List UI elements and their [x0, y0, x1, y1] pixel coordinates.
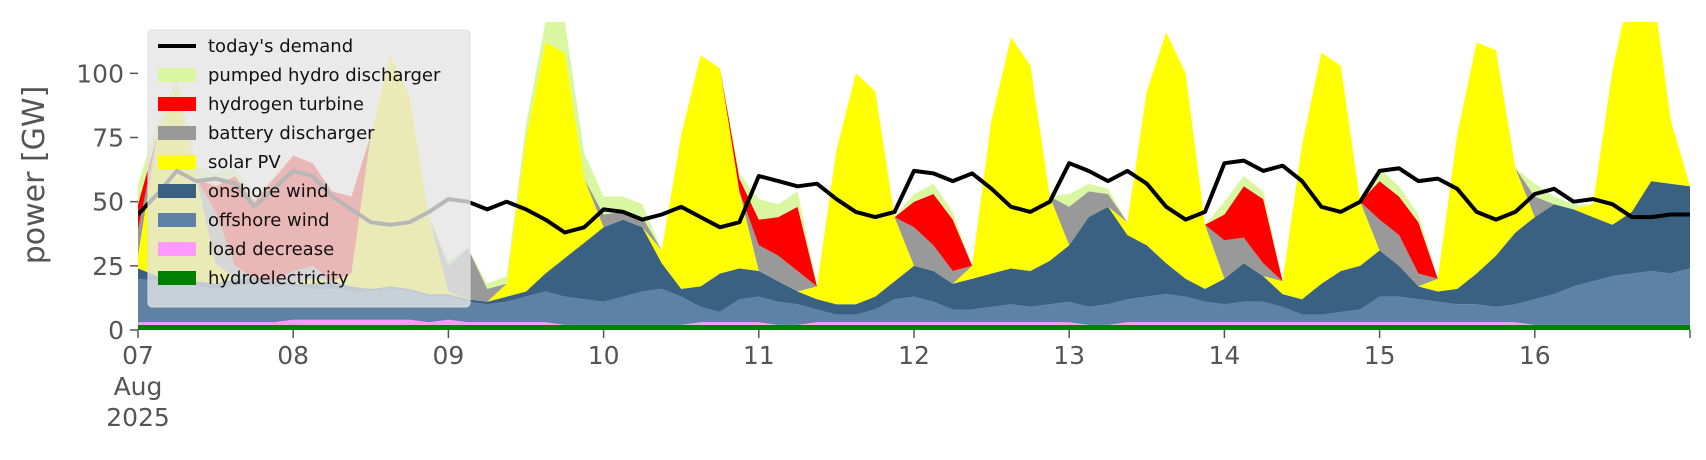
x-tick-label: 10: [588, 341, 620, 370]
legend-box: [147, 29, 471, 308]
y-tick-label: 75: [92, 124, 124, 153]
y-tick-label: 25: [92, 252, 124, 281]
x-tick-label: 13: [1053, 341, 1085, 370]
x-tick-sublabel: 2025: [106, 403, 170, 432]
legend-label-battery-discharger: battery discharger: [208, 123, 375, 144]
legend-swatch-battery-discharger: [158, 126, 196, 140]
area-onshore-wind: [138, 181, 1690, 315]
legend-label-hydroelectricity: hydroelectricity: [208, 268, 349, 289]
legend-swatch-solar-pv: [158, 155, 196, 169]
legend-label-today-s-demand: today's demand: [208, 36, 353, 57]
legend-label-onshore-wind: onshore wind: [208, 181, 329, 202]
area-solar-pv: [138, 22, 1690, 305]
legend-swatch-hydrogen-turbine: [158, 97, 196, 111]
legend-label-offshore-wind: offshore wind: [208, 210, 330, 231]
y-tick-label: 100: [76, 59, 124, 88]
area-hydroelectricity: [138, 324, 1690, 330]
legend-label-solar-pv: solar PV: [208, 152, 281, 173]
x-tick-label: 08: [277, 341, 309, 370]
x-tick-label: 14: [1208, 341, 1240, 370]
y-tick-label: 0: [108, 316, 124, 345]
legend-swatch-pumped-hydro-discharger: [158, 68, 196, 82]
x-tick-label: 12: [898, 341, 930, 370]
legend-label-hydrogen-turbine: hydrogen turbine: [208, 94, 364, 115]
legend-swatch-offshore-wind: [158, 213, 196, 227]
legend-label-pumped-hydro-discharger: pumped hydro discharger: [208, 65, 441, 86]
legend-swatch-hydroelectricity: [158, 271, 196, 285]
legend-swatch-onshore-wind: [158, 184, 196, 198]
y-tick-label: 50: [92, 188, 124, 217]
x-tick-label: 07: [122, 341, 154, 370]
legend-label-load-decrease: load decrease: [208, 239, 334, 260]
x-tick-label: 09: [432, 341, 464, 370]
y-axis-title: power [GW]: [17, 86, 52, 265]
x-tick-label: 16: [1519, 341, 1551, 370]
legend-swatch-load-decrease: [158, 242, 196, 256]
x-tick-label: 11: [743, 341, 775, 370]
area-offshore-wind: [138, 268, 1690, 325]
x-tick-sublabel: Aug: [114, 372, 163, 401]
x-tick-label: 15: [1364, 341, 1396, 370]
legend: today's demand pumped hydro discharger hyd…: [147, 29, 471, 308]
